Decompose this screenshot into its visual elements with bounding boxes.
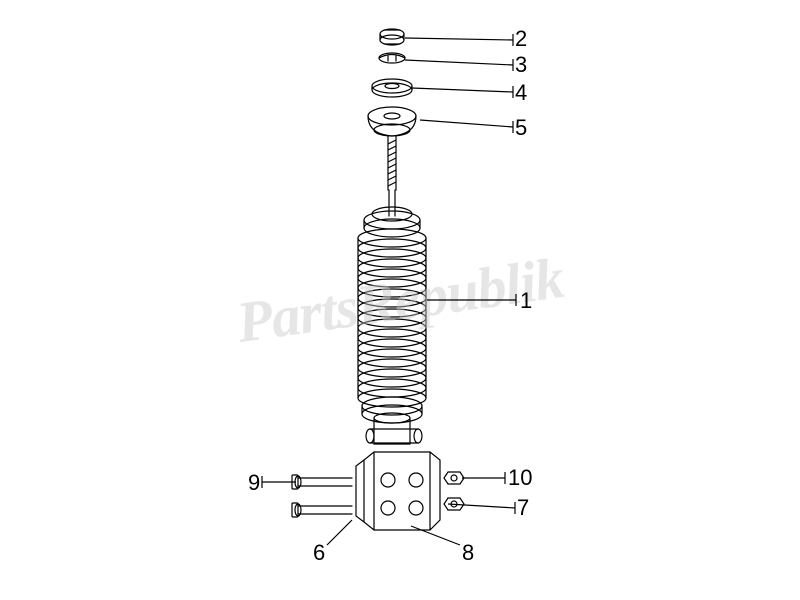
callout-9: 9: [248, 470, 260, 496]
callout-1: 1: [520, 288, 532, 314]
callout-2: 2: [515, 26, 527, 52]
callout-8: 8: [462, 540, 474, 566]
callout-10: 10: [508, 465, 532, 491]
exploded-diagram: PartsRepublik 2 3 4 5 1 9 10 7 6 8: [0, 0, 800, 600]
callout-lines: [0, 0, 800, 600]
callout-4: 4: [515, 80, 527, 106]
callout-3: 3: [515, 52, 527, 78]
callout-5: 5: [515, 115, 527, 141]
callout-6: 6: [313, 540, 325, 566]
callout-7: 7: [517, 495, 529, 521]
